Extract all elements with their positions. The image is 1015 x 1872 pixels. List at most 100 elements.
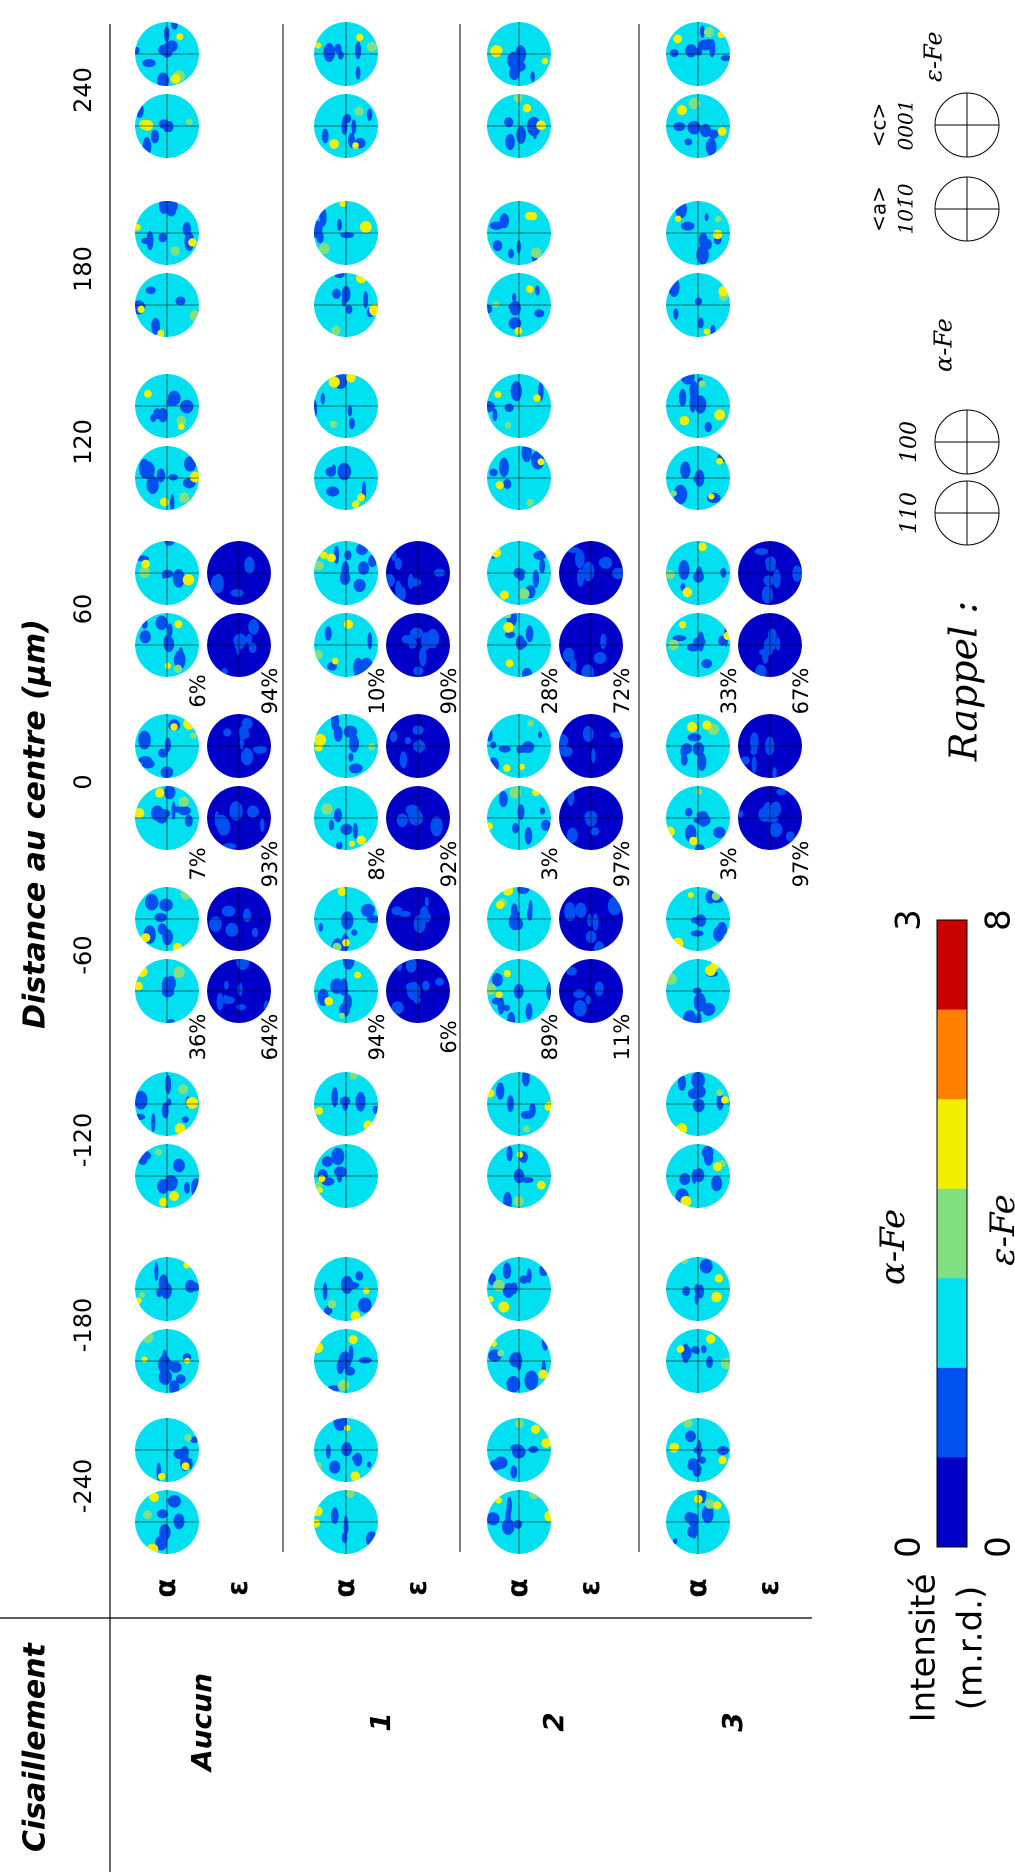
alpha-fraction: 10%: [365, 668, 389, 715]
pole-blob: [142, 58, 156, 68]
pole-peak: [495, 1496, 503, 1504]
pole-blob: [609, 731, 623, 739]
pole-blob: [692, 742, 705, 756]
pole-blob: [183, 1181, 190, 1194]
pole-peak: [135, 1297, 142, 1304]
pole-fill: [666, 1329, 730, 1393]
pole-peak: [688, 97, 701, 110]
alpha-pole-figure: [314, 1490, 378, 1554]
pole-blob: [705, 38, 712, 46]
pole-peak: [518, 763, 525, 771]
pole-blob: [695, 1347, 700, 1355]
pole-peak: [509, 786, 522, 799]
pole-peak: [487, 1295, 494, 1303]
pole-blob: [669, 49, 679, 58]
alpha-pole-figure: [314, 887, 378, 951]
pole-blob: [405, 959, 417, 973]
pole-blob: [684, 138, 693, 146]
pole-blob: [222, 843, 237, 850]
pole-blob: [191, 1177, 199, 1198]
pole-blob: [146, 475, 159, 495]
pole-blob: [391, 906, 403, 916]
pole-peak: [314, 1341, 324, 1354]
pole-blob: [246, 633, 253, 645]
pole-blob: [751, 756, 757, 774]
pole-peak: [679, 415, 690, 426]
pole-blob: [167, 1495, 181, 1508]
pole-blob: [713, 826, 726, 839]
pole-blob: [161, 569, 174, 579]
pole-blob: [331, 1147, 345, 1166]
pole-peak: [513, 1195, 524, 1207]
pole-blob: [216, 992, 224, 1011]
pole-blob: [496, 1082, 505, 1100]
alpha-pole-figure: [487, 887, 551, 951]
pole-peak: [683, 1418, 693, 1428]
pole-peak: [158, 1197, 168, 1207]
pole-blob: [391, 549, 397, 562]
pole-blob: [704, 213, 709, 222]
pole-peak: [177, 423, 185, 430]
alpha-pole-figure: [487, 22, 551, 86]
row-label: 3: [716, 1712, 749, 1731]
pole-blob: [351, 119, 357, 135]
pole-blob: [154, 1262, 159, 1282]
alpha-pole-figure: [135, 201, 199, 265]
pole-peak: [135, 807, 145, 819]
pole-peak: [143, 389, 152, 398]
alpha-pole-figure: [487, 1418, 551, 1482]
alpha-fraction: 33%: [717, 668, 741, 715]
pole-blob: [150, 129, 160, 144]
alpha-pole-figure: [666, 94, 730, 158]
pole-peak: [170, 73, 181, 84]
epsilon-pole-figure: [738, 541, 802, 605]
pole-blob: [336, 219, 342, 231]
epsilon-pole-figure: [559, 613, 623, 677]
pole-blob: [685, 1430, 696, 1443]
pole-blob: [322, 1282, 328, 1301]
pole-blob: [169, 1380, 180, 1393]
pole-fill: [314, 273, 378, 337]
pole-blob: [162, 929, 173, 946]
pole-blob: [761, 648, 769, 664]
pole-fill: [135, 786, 199, 850]
epsilon-pole-figure: [386, 887, 450, 951]
pole-peak: [186, 1096, 199, 1109]
alpha-label: α: [680, 1578, 713, 1597]
pole-peak: [695, 788, 703, 796]
pole-peak: [531, 1424, 541, 1434]
pole-blob: [135, 46, 140, 54]
colorbar-unit: (m.r.d.): [951, 1586, 991, 1711]
epsilon-pole-figure: [207, 714, 271, 778]
pole-blob: [165, 1075, 172, 1095]
pole-blob: [498, 745, 511, 753]
pole-blob: [368, 554, 377, 568]
pole-blob: [758, 807, 772, 822]
pole-peak: [188, 238, 197, 247]
alpha-pole-figure: [314, 714, 378, 778]
pole-blob: [490, 741, 497, 749]
pole-peak: [487, 983, 497, 995]
pole-blob: [569, 658, 577, 674]
pole-blob: [488, 757, 499, 773]
pole-blob: [525, 1003, 533, 1020]
pole-blob: [518, 744, 529, 753]
alpha-pole-figure: [666, 959, 730, 1023]
row-label: Aucun: [185, 1673, 218, 1773]
column-label: 240: [69, 67, 97, 113]
pole-peak: [505, 659, 514, 668]
epsilon-pole-figure: [386, 541, 450, 605]
pole-blob: [253, 745, 267, 754]
pole-peak: [666, 973, 678, 986]
alpha-pole-figure: [487, 374, 551, 438]
pole-blob: [775, 637, 781, 651]
pole-blob: [142, 461, 155, 480]
pole-blob: [348, 734, 359, 753]
pole-blob: [336, 1359, 345, 1375]
pole-blob: [413, 914, 426, 934]
pole-blob: [239, 737, 245, 750]
pole-blob: [324, 626, 332, 641]
pole-blob: [506, 1146, 513, 1162]
pole-peak: [315, 1181, 322, 1188]
